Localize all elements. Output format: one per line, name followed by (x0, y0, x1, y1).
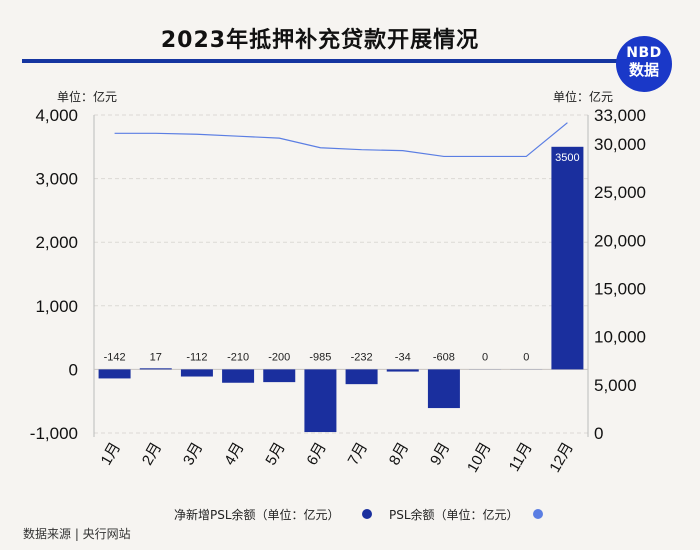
data-source: 数据来源 | 央行网站 (23, 527, 131, 541)
x-axis-tick: 4月 (221, 440, 247, 469)
legend-marker-line (533, 509, 543, 519)
bar (222, 369, 255, 383)
x-axis-tick: 6月 (303, 440, 329, 469)
bar-value-label: -210 (227, 351, 249, 363)
bar (139, 368, 172, 370)
bar (263, 369, 296, 383)
right-axis-tick: 30,000 (594, 135, 646, 154)
bar (304, 369, 337, 433)
legend-label-bar: 净新增PSL余额（单位：亿元） (174, 508, 340, 522)
bar-value-label: -232 (351, 351, 373, 363)
nbd-logo: NBD 数据 (616, 36, 672, 92)
legend-marker-bar (362, 509, 372, 519)
x-axis-tick: 3月 (180, 440, 206, 469)
x-axis-tick: 9月 (427, 440, 453, 469)
bar-value-label: 0 (523, 351, 529, 363)
right-axis-tick: 20,000 (594, 231, 646, 250)
bar (386, 369, 419, 372)
bar-value-label: -112 (186, 351, 207, 363)
left-axis-tick: 1,000 (35, 297, 78, 316)
bar-value-label: -200 (268, 351, 290, 363)
right-axis-tick: 15,000 (594, 279, 646, 298)
x-axis-tick: 1月 (98, 440, 124, 469)
bar-value-label: 17 (150, 351, 162, 363)
x-axis-tick: 12月 (546, 440, 577, 476)
right-axis-tick: 25,000 (594, 183, 646, 202)
x-axis-tick: 11月 (506, 440, 536, 475)
chart-title: 2023年抵押补充贷款开展情况 (160, 28, 480, 53)
bar (427, 369, 460, 409)
left-axis-tick: 2,000 (35, 233, 78, 252)
left-axis-unit: 单位：亿元 (57, 90, 118, 104)
left-axis-tick: 4,000 (35, 106, 78, 125)
bar-value-label: -34 (395, 351, 411, 363)
logo-line2: 数据 (628, 61, 659, 79)
right-axis-unit: 单位：亿元 (553, 90, 614, 104)
bar (345, 369, 378, 385)
left-axis-tick: 0 (69, 360, 78, 379)
legend-label-line: PSL余额（单位：亿元） (389, 508, 519, 522)
bar-value-label: -985 (309, 351, 331, 363)
x-axis-tick: 8月 (386, 440, 412, 469)
bar-value-label: -608 (433, 351, 455, 363)
bar (180, 369, 213, 377)
right-axis-tick: 10,000 (594, 328, 646, 347)
left-axis-tick: 3,000 (35, 170, 78, 189)
psl-balance-line (114, 122, 568, 158)
title-underline (22, 59, 618, 63)
right-axis-tick: 0 (594, 424, 603, 443)
x-axis-tick: 5月 (262, 440, 288, 469)
right-axis-tick: 5,000 (594, 376, 637, 395)
x-axis-tick: 2月 (139, 440, 165, 469)
bar (98, 369, 131, 379)
right-axis-tick: 33,000 (594, 106, 646, 125)
bar-value-label: 3500 (555, 152, 579, 164)
x-axis-tick: 7月 (345, 440, 371, 469)
x-axis-tick: 10月 (464, 440, 495, 476)
bar-value-label: 0 (482, 351, 488, 363)
bar-value-label: -142 (104, 351, 126, 363)
left-axis-tick: -1,000 (30, 424, 78, 443)
logo-line1: NBD (626, 45, 662, 61)
bar (551, 146, 584, 370)
